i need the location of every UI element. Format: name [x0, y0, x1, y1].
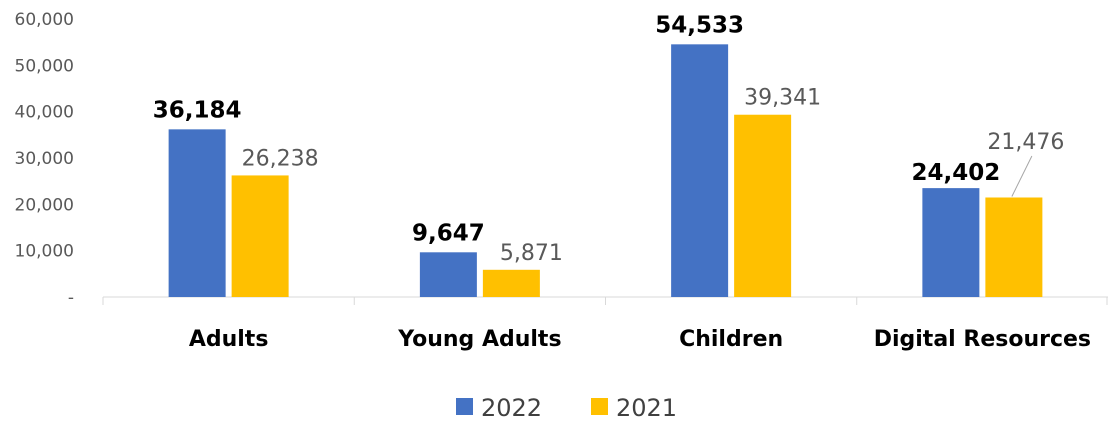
- bar-2022-children: [671, 44, 729, 298]
- y-tick-label: 10,000: [15, 242, 74, 262]
- y-tick-label: 40,000: [15, 103, 74, 123]
- x-axis: Adults Young Adults Children Digital Resour…: [102, 296, 1108, 352]
- bars: [168, 44, 1043, 298]
- bar-2021-adults: [231, 175, 289, 297]
- data-label-2022: 54,533: [655, 12, 744, 38]
- legend-swatch-2021: [591, 398, 608, 415]
- bar-2022-adults: [168, 129, 226, 297]
- bar-2021-young-adults: [482, 269, 540, 297]
- data-label-leader-line: [1011, 155, 1033, 197]
- legend-swatch-2022: [456, 398, 473, 415]
- x-category-label: Digital Resources: [874, 327, 1091, 352]
- data-label-2021: 26,238: [242, 146, 319, 171]
- y-tick-label: 50,000: [15, 56, 74, 76]
- x-category-label: Adults: [189, 327, 269, 352]
- data-label-2021: 21,476: [987, 130, 1064, 155]
- legend-label-2021: 2021: [616, 394, 677, 421]
- legend-label-2022: 2022: [481, 394, 542, 421]
- data-label-2022: 36,184: [153, 97, 242, 123]
- data-label-2022: 24,402: [911, 160, 1000, 186]
- x-category-label: Young Adults: [397, 327, 561, 352]
- data-label-2022: 9,647: [412, 220, 485, 246]
- bar-2022-young-adults: [419, 252, 477, 297]
- y-tick-label: -: [68, 288, 74, 308]
- bar-2022-digital-resources: [922, 188, 980, 297]
- data-label-2021: 5,871: [500, 241, 563, 266]
- y-tick-label: 60,000: [15, 10, 74, 30]
- data-label-2021: 39,341: [744, 86, 821, 111]
- y-tick-label: 20,000: [15, 195, 74, 215]
- y-axis: - 10,000 20,000 30,000 40,000 50,000 60,000: [15, 10, 74, 308]
- y-tick-label: 30,000: [15, 149, 74, 169]
- bar-2021-digital-resources: [985, 197, 1043, 297]
- bar-2021-children: [734, 114, 792, 297]
- x-category-label: Children: [679, 327, 783, 352]
- legend: 2022 2021: [456, 394, 677, 421]
